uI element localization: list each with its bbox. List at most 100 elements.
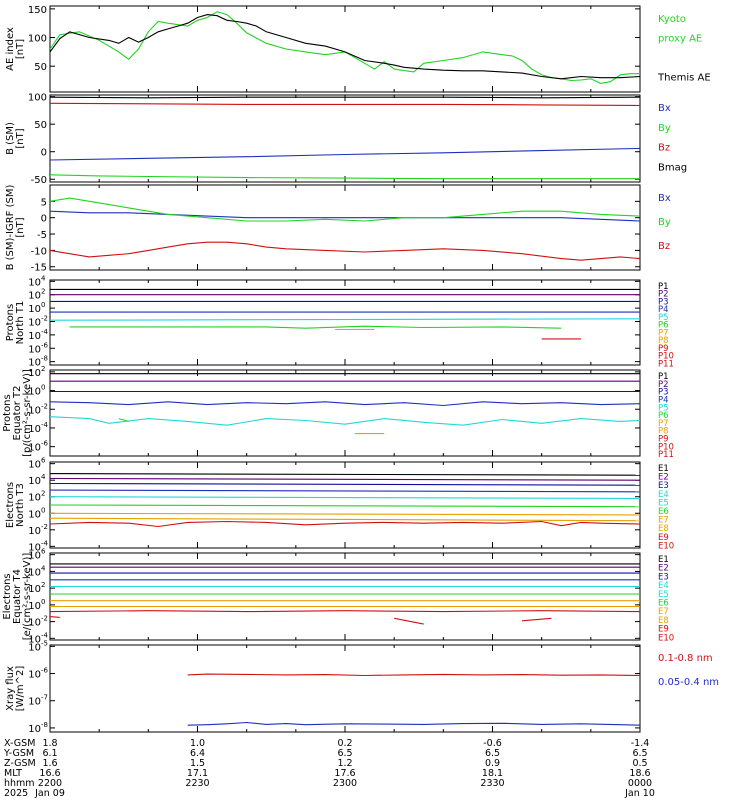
y-tick-label: 10 (28, 670, 41, 681)
series-line-0-05-0-4-nm (187, 721, 641, 726)
series-line-e5 (49, 496, 641, 499)
y-tick-label: 50 (34, 62, 47, 73)
x-row-label: 2025 (4, 788, 28, 799)
y-tick-label: 10 (28, 567, 41, 578)
y-tick-label: 10 (28, 551, 41, 562)
series-line-p6 (69, 325, 562, 329)
x-column-value: Jan 09 (34, 788, 65, 799)
legend-entry: P3 (658, 388, 669, 398)
legend-entry: P9 (658, 344, 669, 354)
y-axis-label: Xray flux (5, 666, 16, 711)
y-tick-exponent: -8 (41, 355, 48, 363)
legend-entry: P5 (658, 403, 669, 413)
y-tick-label: -5 (37, 230, 47, 241)
y-tick-exponent: -2 (41, 615, 48, 623)
y-tick-exponent: -6 (41, 341, 49, 349)
y-tick-label: 10 (28, 277, 41, 288)
series-line-e9 (49, 520, 641, 528)
y-tick-label: 150 (28, 5, 47, 16)
y-axis-label: Electrons (5, 482, 16, 528)
legend-entry: 0.05-0.4 nm (658, 677, 719, 688)
y-tick-label: 100 (28, 34, 47, 45)
series-line-p5 (49, 318, 641, 321)
x-row-label: Y-GSM (3, 748, 34, 759)
legend-entry: Bz (658, 241, 670, 252)
plot-frame (49, 369, 641, 457)
y-tick-exponent: -7 (41, 694, 48, 702)
legend-entry: E4 (658, 490, 669, 500)
y-tick-label: 10 (28, 697, 41, 708)
y-tick-label: 10 (28, 493, 41, 504)
y-tick-label: 10 (28, 344, 41, 355)
x-axis-table: X-GSMY-GSMZ-GSMMLThhmm20251.86.11.616.62… (3, 738, 655, 799)
y-axis-label: [nT] (15, 217, 26, 237)
series-line-e8 (49, 517, 641, 522)
y-tick-label: 0 (41, 148, 47, 159)
legend-entry: E7 (658, 607, 669, 617)
legend-entry: P6 (658, 411, 669, 421)
legend-entry: By (658, 217, 671, 228)
x-column-value: 0.9 (485, 758, 500, 769)
legend-entry: P4 (658, 395, 669, 405)
x-column-value: 2330 (480, 778, 504, 789)
x-column-value: 6.5 (632, 748, 647, 759)
series-line-bz (49, 241, 641, 261)
y-axis-label: B (SM) (5, 122, 16, 155)
x-row-label: Z-GSM (4, 758, 36, 769)
y-tick-label: 100 (28, 93, 47, 104)
series-line-by (49, 197, 641, 222)
y-tick-label: -10 (31, 246, 47, 257)
legend-entry: Bx (658, 103, 671, 114)
y-tick-exponent: -4 (41, 631, 49, 639)
legend-entry: Bx (658, 193, 671, 204)
y-axis-label: [nT] (15, 128, 26, 148)
legend-entry: E5 (658, 590, 669, 600)
series-line-e10b (394, 617, 424, 625)
legend-entry: E7 (658, 516, 669, 526)
y-axis-label: Equator T4 (12, 569, 23, 624)
y-axis-label: Protons (5, 304, 16, 341)
y-axis-label: [W/m^2] (15, 666, 26, 712)
x-column-value: 1.0 (190, 738, 205, 749)
x-column-value: -1.4 (631, 738, 650, 749)
x-column-value: 0000 (628, 778, 652, 789)
y-tick-exponent: 2 (41, 288, 45, 296)
legend-entry: P1 (658, 282, 669, 292)
series-line-e10c (521, 617, 552, 622)
series-line-by (49, 174, 640, 180)
legend-entry: P10 (658, 352, 674, 362)
x-row-label: hhmm (4, 778, 35, 789)
legend-entry: E1 (658, 464, 669, 474)
y-tick-exponent: -2 (41, 523, 48, 531)
series-line-e1 (49, 473, 641, 476)
legend-entry: P11 (658, 359, 674, 369)
y-tick-exponent: -4 (41, 328, 49, 336)
legend-entry: P7 (658, 419, 669, 429)
x-column-value: 2200 (38, 778, 62, 789)
y-tick-label: 10 (28, 317, 41, 328)
y-tick-exponent: -6 (41, 440, 49, 448)
y-axis-label: [p/(cm²-s-sr-keV)] (22, 369, 33, 457)
panel-b_sm: 100 50 0 -50 B (SM) [nT] Bx By Bz Bmag (5, 93, 687, 187)
y-tick-label: 10 (28, 405, 41, 416)
x-column-value: 17.1 (187, 768, 208, 779)
y-tick-exponent: 2 (41, 581, 45, 589)
y-tick-label: 10 (28, 443, 41, 454)
legend-entry: 0.1-0.8 nm (658, 653, 713, 664)
y-tick-label: 10 (28, 476, 41, 487)
y-tick-label: -50 (31, 175, 47, 186)
y-tick-label: 10 (28, 542, 41, 553)
x-column-value: 6.5 (485, 748, 500, 759)
y-tick-label: 10 (28, 601, 41, 612)
y-tick-label: 10 (28, 634, 41, 645)
x-column-value: 1.6 (42, 758, 57, 769)
x-column-value: 17.6 (334, 768, 355, 779)
y-tick-exponent: -5 (41, 639, 48, 647)
x-row-label: MLT (4, 768, 22, 779)
legend-entry: E6 (658, 507, 669, 517)
legend-entry: P3 (658, 297, 669, 307)
y-tick-exponent: 2 (41, 490, 45, 498)
legend-entry: P8 (658, 427, 669, 437)
legend-entry: Bz (658, 143, 670, 154)
